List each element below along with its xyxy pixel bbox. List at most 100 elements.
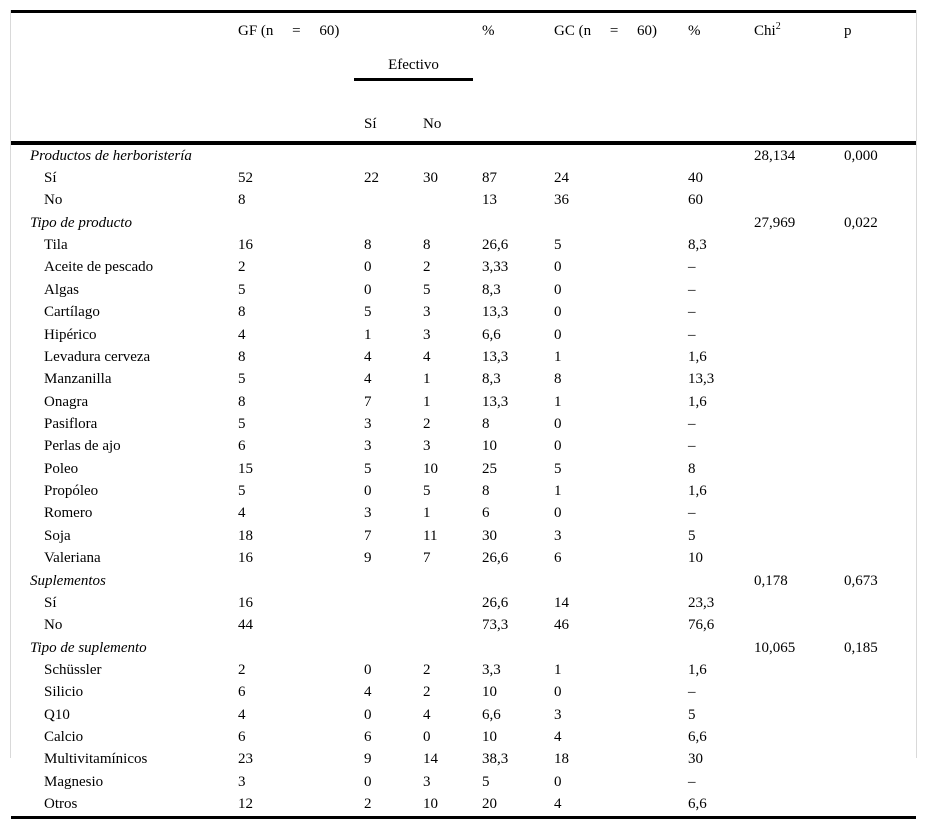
cell-pct-gf: 8,3	[482, 281, 501, 298]
cell-gf: 6	[238, 438, 246, 455]
cell-p: 0,022	[844, 214, 878, 231]
cell-no: 7	[423, 550, 431, 567]
cell-chi2	[754, 324, 844, 346]
table-frame: GF (n = 60) Efectivo % GC (n = 60) % Chi…	[10, 10, 917, 819]
cell-gf: 4	[238, 706, 246, 723]
cell-chi2	[754, 547, 844, 569]
cell-no: 0	[423, 729, 431, 746]
table-row: Algas 5 0 5 8,3 0 –	[11, 279, 916, 301]
cell-pct-gf: 8,3	[482, 371, 501, 388]
cell-pct-gc: 5	[688, 527, 696, 544]
cell-si: 0	[364, 706, 372, 723]
cell-p	[844, 391, 916, 413]
cell-chi2	[754, 391, 844, 413]
cell-si	[364, 570, 423, 592]
cell-p	[844, 190, 916, 212]
header-efectivo-label: Efectivo	[354, 57, 473, 81]
cell-si: 3	[364, 438, 372, 455]
cell-p	[844, 346, 916, 368]
row-label: Aceite de pescado	[44, 259, 154, 276]
cell-pct-gc: 40	[688, 170, 703, 187]
cell-si	[364, 615, 423, 637]
row-label: Levadura cerveza	[44, 348, 151, 365]
cell-si: 5	[364, 304, 372, 321]
row-label: Poleo	[44, 460, 79, 477]
cell-chi2	[754, 167, 844, 189]
cell-pct-gc: 1,6	[688, 483, 707, 500]
cell-chi2	[754, 592, 844, 614]
cell-pct-gc: 1,6	[688, 348, 707, 365]
cell-p	[844, 302, 916, 324]
cell-chi2	[754, 704, 844, 726]
header-spacer	[554, 115, 688, 143]
cell-no: 3	[423, 773, 431, 790]
cell-no: 3	[423, 438, 431, 455]
table-row: Sí 16 26,6 14 23,3	[11, 592, 916, 614]
table-row: Aceite de pescado 2 0 2 3,33 0 –	[11, 257, 916, 279]
table-row: Cartílago 8 5 3 13,3 0 –	[11, 302, 916, 324]
cell-p	[844, 503, 916, 525]
cell-p	[844, 480, 916, 502]
cell-si: 4	[364, 371, 372, 388]
cell-chi2	[754, 369, 844, 391]
cell-no: 14	[423, 751, 438, 768]
cell-gf: 8	[238, 348, 246, 365]
cell-gf	[238, 143, 364, 167]
row-label: Cartílago	[44, 304, 100, 321]
row-label: Hipérico	[44, 326, 97, 343]
cell-pct-gc: –	[688, 773, 696, 790]
cell-gc: 0	[554, 684, 562, 701]
cell-pct-gc: 13,3	[688, 371, 715, 388]
cell-no: 5	[423, 483, 431, 500]
cell-pct-gf: 26,6	[482, 594, 509, 611]
cell-pct-gf	[482, 570, 554, 592]
cell-pct-gf: 6	[482, 505, 490, 522]
row-label: Sí	[44, 170, 57, 187]
cell-pct-gf: 38,3	[482, 751, 509, 768]
cell-gc: 3	[554, 527, 562, 544]
cell-chi2	[754, 346, 844, 368]
cell-gc: 6	[554, 550, 562, 567]
cell-gc: 4	[554, 796, 562, 813]
cell-pct-gf: 26,6	[482, 237, 509, 254]
cell-chi2: 28,134	[754, 147, 796, 164]
table-row: Poleo 15 5 10 25 5 8	[11, 458, 916, 480]
cell-chi2	[754, 279, 844, 301]
cell-pct-gf: 13	[482, 192, 497, 209]
table-row: Perlas de ajo 6 3 3 10 0 –	[11, 436, 916, 458]
header-spacer	[754, 115, 844, 143]
header-gf: GF (n = 60)	[238, 23, 340, 39]
cell-si: 0	[364, 259, 372, 276]
cell-gf: 8	[238, 192, 246, 209]
cell-pct-gf: 26,6	[482, 550, 509, 567]
cell-si: 5	[364, 460, 372, 477]
cell-p	[844, 592, 916, 614]
cell-chi2	[754, 682, 844, 704]
cell-gf: 16	[238, 550, 253, 567]
cell-chi2	[754, 771, 844, 793]
cell-pct-gc: 10	[688, 550, 703, 567]
row-label: Perlas de ajo	[44, 438, 121, 455]
cell-si: 7	[364, 393, 372, 410]
cell-p	[844, 167, 916, 189]
cell-pct-gf: 3,33	[482, 259, 509, 276]
row-label: Pasiflora	[44, 415, 98, 432]
cell-p	[844, 659, 916, 681]
row-label: No	[44, 192, 63, 209]
cell-si	[364, 637, 423, 659]
cell-pct-gc: 30	[688, 751, 703, 768]
cell-no: 3	[423, 304, 431, 321]
table-row: Multivitamínicos 23 9 14 38,3 18 30	[11, 749, 916, 771]
cell-chi2: 0,178	[754, 572, 788, 589]
table-row: No 44 73,3 46 76,6	[11, 615, 916, 637]
cell-pct-gc: –	[688, 684, 696, 701]
row-label: Tila	[44, 237, 68, 254]
cell-gc: 24	[554, 170, 569, 187]
table-row: Romero 4 3 1 6 0 –	[11, 503, 916, 525]
table-row: Magnesio 3 0 3 5 0 –	[11, 771, 916, 793]
cell-chi2	[754, 659, 844, 681]
row-label: Magnesio	[44, 773, 104, 790]
cell-gf: 5	[238, 415, 246, 432]
cell-si: 4	[364, 684, 372, 701]
row-label: Manzanilla	[44, 371, 112, 388]
